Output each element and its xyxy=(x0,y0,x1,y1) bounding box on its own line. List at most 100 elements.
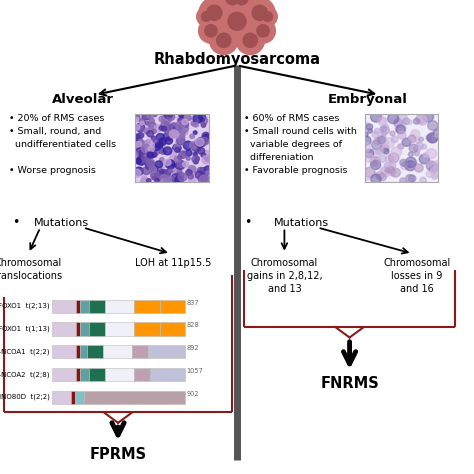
Circle shape xyxy=(199,0,229,28)
Circle shape xyxy=(397,114,408,124)
Circle shape xyxy=(427,161,437,171)
Circle shape xyxy=(392,137,398,143)
Circle shape xyxy=(387,166,394,173)
Bar xyxy=(87,345,102,358)
Circle shape xyxy=(396,125,405,134)
Circle shape xyxy=(138,141,146,149)
Circle shape xyxy=(181,113,185,116)
Circle shape xyxy=(362,143,371,151)
Circle shape xyxy=(171,174,181,182)
Circle shape xyxy=(371,161,377,166)
Circle shape xyxy=(182,112,188,118)
Circle shape xyxy=(177,137,185,145)
Bar xyxy=(148,345,185,358)
Circle shape xyxy=(178,117,185,124)
Bar xyxy=(80,300,89,313)
Circle shape xyxy=(197,147,205,154)
Circle shape xyxy=(245,0,275,28)
Circle shape xyxy=(136,158,141,164)
Circle shape xyxy=(150,123,156,128)
Circle shape xyxy=(430,166,441,176)
Circle shape xyxy=(144,128,150,134)
Circle shape xyxy=(380,144,389,153)
Circle shape xyxy=(226,0,238,5)
Text: • 60% of RMS cases
• Small round cells with
  variable degrees of
  differeniati: • 60% of RMS cases • Small round cells w… xyxy=(244,114,357,175)
Circle shape xyxy=(417,115,426,123)
Circle shape xyxy=(364,175,370,180)
Circle shape xyxy=(135,118,139,122)
Circle shape xyxy=(160,170,169,178)
Circle shape xyxy=(371,160,381,170)
Circle shape xyxy=(367,128,372,133)
Circle shape xyxy=(409,137,413,141)
Circle shape xyxy=(173,144,181,152)
Circle shape xyxy=(162,126,166,129)
Circle shape xyxy=(419,137,423,142)
Circle shape xyxy=(175,147,180,152)
Bar xyxy=(71,391,75,404)
Circle shape xyxy=(177,173,184,179)
Circle shape xyxy=(409,175,416,182)
Circle shape xyxy=(166,124,174,131)
Text: Mutations: Mutations xyxy=(34,218,89,228)
Circle shape xyxy=(363,132,368,137)
Circle shape xyxy=(181,128,188,135)
Circle shape xyxy=(164,175,172,183)
Circle shape xyxy=(371,174,381,184)
Circle shape xyxy=(161,121,169,128)
Bar xyxy=(52,368,76,381)
Circle shape xyxy=(203,166,213,174)
Text: Chromosomal
gains in 2,8,12,
and 13: Chromosomal gains in 2,8,12, and 13 xyxy=(246,258,322,294)
Circle shape xyxy=(203,134,210,141)
Bar xyxy=(89,322,105,336)
Circle shape xyxy=(153,144,160,151)
Circle shape xyxy=(159,162,166,168)
Bar xyxy=(150,368,185,381)
Circle shape xyxy=(155,179,159,183)
Circle shape xyxy=(156,134,164,141)
Circle shape xyxy=(403,118,410,124)
Circle shape xyxy=(137,156,146,165)
Circle shape xyxy=(149,164,158,173)
Circle shape xyxy=(369,148,380,158)
Circle shape xyxy=(372,131,379,138)
Circle shape xyxy=(151,136,156,141)
Circle shape xyxy=(141,144,151,153)
Circle shape xyxy=(174,144,180,150)
Circle shape xyxy=(388,113,399,124)
Circle shape xyxy=(436,129,440,133)
Circle shape xyxy=(383,124,388,129)
Circle shape xyxy=(423,153,428,157)
Circle shape xyxy=(137,155,143,161)
Circle shape xyxy=(151,171,159,179)
Circle shape xyxy=(135,167,143,175)
Circle shape xyxy=(207,5,222,20)
Circle shape xyxy=(416,142,423,149)
Text: PAX3-INO80D  t(2;2): PAX3-INO80D t(2;2) xyxy=(0,394,50,401)
Circle shape xyxy=(200,117,208,125)
Bar xyxy=(102,345,132,358)
Circle shape xyxy=(405,157,416,167)
Circle shape xyxy=(192,156,199,163)
Circle shape xyxy=(435,131,442,137)
Circle shape xyxy=(133,136,138,141)
Circle shape xyxy=(236,26,264,55)
Text: LOH at 11p15.5: LOH at 11p15.5 xyxy=(135,258,211,268)
Circle shape xyxy=(147,122,153,128)
Circle shape xyxy=(179,124,189,133)
Circle shape xyxy=(164,159,171,165)
Circle shape xyxy=(185,114,191,120)
Circle shape xyxy=(146,140,150,144)
Bar xyxy=(52,391,71,404)
Circle shape xyxy=(172,164,176,168)
Circle shape xyxy=(146,179,151,183)
Bar xyxy=(105,300,135,313)
Circle shape xyxy=(236,0,248,5)
Circle shape xyxy=(180,128,186,134)
Circle shape xyxy=(201,178,210,186)
Circle shape xyxy=(152,129,156,133)
Circle shape xyxy=(198,167,203,173)
Circle shape xyxy=(191,115,196,120)
Circle shape xyxy=(391,147,401,157)
Text: PAX3-NCOA2  t(2;8): PAX3-NCOA2 t(2;8) xyxy=(0,371,50,378)
